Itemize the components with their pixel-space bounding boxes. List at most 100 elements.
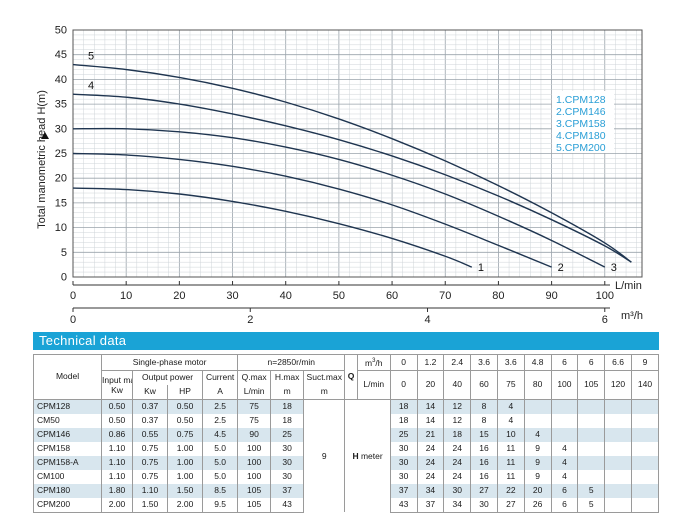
qmax-cell: 105 — [237, 483, 272, 498]
hmax-cell: 25 — [270, 427, 305, 442]
a-cell: 4.5 — [202, 427, 239, 442]
table-row: CPM158 1.10 0.75 1.00 5.0 100 30 30 24 24 16 11 9 4 — [32, 441, 660, 456]
table-row: CPM158-A 1.10 0.75 1.00 5.0 100 30 30 24 24 16 11 9 4 — [32, 455, 660, 470]
head-cell — [523, 399, 552, 414]
a-cell: 9.5 — [202, 497, 239, 513]
q-m3h-cell: 4.8 — [523, 354, 552, 371]
q-lmin-cell: 120 — [604, 369, 632, 400]
x2-axis-label: m³/h — [621, 310, 643, 322]
hp-unit: HP — [167, 384, 204, 400]
lmin-unit: L/min — [237, 384, 272, 400]
y-axis-label: Total manometric head H(m) — [36, 90, 48, 229]
x-tick-label: 80 — [492, 290, 504, 302]
y-tick-label: 25 — [55, 148, 67, 160]
h-meter-label: H meter — [344, 399, 391, 513]
table-row: CM50 0.50 0.37 0.50 2.5 75 18 18 14 12 8 4 — [32, 413, 660, 428]
head-cell: 30 — [389, 455, 418, 470]
x-tick-label: 10 — [120, 290, 132, 302]
q-lmin-cell: 75 — [496, 369, 525, 400]
model-cell: CPM158 — [32, 441, 103, 456]
x-tick-label: 50 — [333, 290, 345, 302]
table-row: CPM200 2.00 1.50 2.00 9.5 105 43 43 37 34 30 27 26 6 5 — [32, 497, 660, 513]
head-cell: 9 — [523, 455, 552, 470]
y-tick-label: 0 — [61, 272, 67, 284]
q-lmin-cell: 140 — [630, 369, 660, 400]
q-m3h-cell: 1.2 — [416, 354, 445, 371]
head-cell: 30 — [389, 469, 418, 484]
head-cell: 8 — [470, 413, 498, 428]
kw-unit: Kw — [131, 384, 169, 400]
head-cell: 14 — [416, 399, 445, 414]
suction-max-cell: 9 — [303, 399, 346, 513]
head-cell: 8 — [470, 399, 498, 414]
head-cell: 21 — [416, 427, 445, 442]
hp-cell: 2.00 — [167, 497, 204, 513]
head-cell: 26 — [523, 497, 552, 513]
head-cell — [604, 483, 632, 498]
hp-cell: 1.00 — [167, 441, 204, 456]
current-header: Current — [202, 369, 239, 385]
head-cell: 24 — [443, 455, 472, 470]
input-cell: 0.86 — [101, 427, 133, 442]
qmax-cell: 100 — [237, 455, 272, 470]
head-cell: 22 — [496, 483, 525, 498]
hmax-cell: 37 — [270, 483, 305, 498]
a-cell: 5.0 — [202, 469, 239, 484]
head-cell: 11 — [496, 455, 525, 470]
kw-cell: 0.55 — [131, 427, 169, 442]
x-tick-label: 100 — [596, 290, 614, 302]
kw-cell: 0.75 — [131, 469, 169, 484]
head-cell — [577, 455, 606, 470]
output-power-header: Output power — [131, 369, 204, 385]
q-lmin-cell: 100 — [550, 369, 579, 400]
head-cell: 12 — [443, 399, 472, 414]
head-cell: 37 — [389, 483, 418, 498]
head-cell: 16 — [470, 455, 498, 470]
hmax-cell: 30 — [270, 455, 305, 470]
a-cell: 8.5 — [202, 483, 239, 498]
q-m3h-cell: 9 — [630, 354, 660, 371]
legend-entry: 4.CPM180 — [556, 130, 606, 142]
x2-tick-label: 2 — [247, 314, 253, 326]
q-m3h-cell: 3.6 — [470, 354, 498, 371]
x-tick-label: 40 — [280, 290, 292, 302]
head-cell: 37 — [416, 497, 445, 513]
qmax-cell: 90 — [237, 427, 272, 442]
input-cell: 1.10 — [101, 441, 133, 456]
head-cell — [630, 483, 660, 498]
head-cell — [604, 427, 632, 442]
curve-4 — [72, 93, 632, 263]
qmax-cell: 100 — [237, 441, 272, 456]
x-tick-label: 90 — [545, 290, 557, 302]
model-cell: CM50 — [32, 413, 103, 428]
curve-label: 2 — [558, 262, 564, 274]
kw-cell: 0.75 — [131, 441, 169, 456]
head-cell: 34 — [416, 483, 445, 498]
hmax-header: H.max — [270, 369, 305, 385]
kw-cell: 1.10 — [131, 483, 169, 498]
head-cell: 12 — [443, 413, 472, 428]
head-cell — [523, 413, 552, 428]
head-cell: 4 — [496, 413, 525, 428]
table-row: CPM180 1.80 1.10 1.50 8.5 105 37 37 34 30 27 22 20 6 5 — [32, 483, 660, 498]
grid — [72, 29, 642, 278]
x-tick-label: 30 — [226, 290, 238, 302]
q-m3h-cell: 0 — [389, 354, 418, 371]
head-cell: 5 — [577, 483, 606, 498]
kw-cell: 0.75 — [131, 455, 169, 470]
curve-label: 4 — [88, 80, 94, 92]
head-cell: 9 — [523, 441, 552, 456]
y-tick-label: 10 — [55, 222, 67, 234]
curve-3 — [72, 127, 606, 268]
input-max-header: Input maxKw — [101, 369, 133, 400]
head-cell — [630, 455, 660, 470]
x2-tick-label: 0 — [70, 314, 76, 326]
head-cell: 4 — [550, 469, 579, 484]
y-tick-label: 20 — [55, 173, 67, 185]
hp-cell: 1.00 — [167, 455, 204, 470]
q-lmin-cell: 0 — [389, 369, 418, 400]
q-lmin-cell: 60 — [470, 369, 498, 400]
hmax-cell: 43 — [270, 497, 305, 513]
legend-entry: 3.CPM158 — [556, 118, 606, 130]
